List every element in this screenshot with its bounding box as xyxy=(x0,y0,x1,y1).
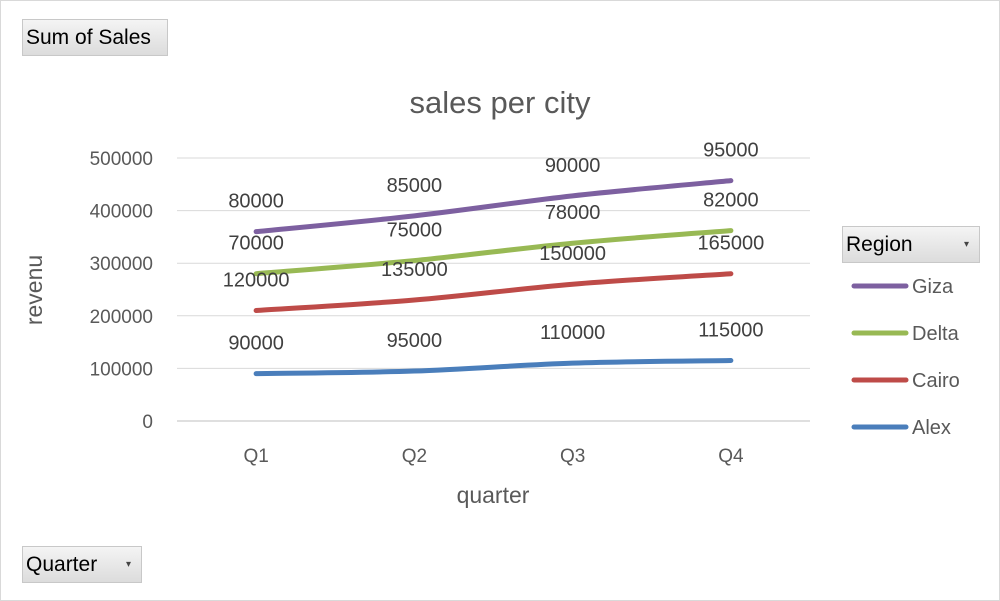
y-tick-label: 400000 xyxy=(90,202,153,223)
data-label: 70000 xyxy=(228,233,284,255)
data-label: 80000 xyxy=(228,191,284,213)
series-lines xyxy=(253,178,734,377)
chevron-down-icon[interactable]: ▾ xyxy=(125,559,131,570)
data-labels: 90000 95000 110000 115000 120000 135000 150000… xyxy=(223,140,765,355)
data-label: 82000 xyxy=(703,190,759,212)
data-label: 75000 xyxy=(387,220,443,242)
legend-entry-alex[interactable]: Alex xyxy=(851,417,951,439)
legend-entry-giza[interactable]: Giza xyxy=(851,276,954,298)
data-label: 90000 xyxy=(545,155,601,177)
chart-title: sales per city xyxy=(410,85,591,120)
x-axis-ticks: Q1 Q2 Q3 Q4 xyxy=(243,446,744,467)
x-axis-label: quarter xyxy=(457,482,530,508)
y-axis-ticks: 0 100000 200000 300000 400000 500000 xyxy=(90,149,153,433)
x-tick-label: Q2 xyxy=(402,446,427,467)
y-tick-label: 0 xyxy=(142,412,153,433)
data-label: 95000 xyxy=(387,330,443,352)
sum-of-sales-field-button[interactable]: Sum of Sales xyxy=(22,19,168,56)
series-line-giza xyxy=(253,178,734,235)
data-label: 110000 xyxy=(540,322,605,344)
data-label: 135000 xyxy=(381,259,448,281)
y-tick-label: 300000 xyxy=(90,254,153,275)
y-tick-label: 200000 xyxy=(90,307,153,328)
legend-label: Cairo xyxy=(912,370,960,392)
data-label: 95000 xyxy=(703,140,759,162)
x-tick-label: Q1 xyxy=(243,446,268,467)
region-field-button[interactable]: Region ▾ xyxy=(842,226,980,263)
series-line-cairo xyxy=(253,271,734,314)
legend-label: Alex xyxy=(912,417,951,439)
data-label: 85000 xyxy=(387,175,443,197)
y-tick-label: 500000 xyxy=(90,149,153,170)
quarter-field-button[interactable]: Quarter ▾ xyxy=(22,546,142,583)
y-tick-label: 100000 xyxy=(90,359,153,380)
series-line-delta xyxy=(253,228,734,277)
legend-label: Giza xyxy=(912,276,954,298)
series-line-alex xyxy=(253,358,734,377)
data-label: 115000 xyxy=(698,320,763,342)
data-label: 78000 xyxy=(545,202,601,224)
quarter-field-label: Quarter xyxy=(26,552,98,576)
data-label: 165000 xyxy=(698,233,765,255)
legend: Giza Delta Cairo Alex xyxy=(851,276,960,439)
x-tick-label: Q3 xyxy=(560,446,585,467)
legend-entry-cairo[interactable]: Cairo xyxy=(851,370,960,392)
chevron-down-icon[interactable]: ▾ xyxy=(963,239,969,250)
data-label: 150000 xyxy=(539,243,606,265)
data-label: 120000 xyxy=(223,270,290,292)
data-label: 90000 xyxy=(228,333,284,355)
sum-of-sales-label: Sum of Sales xyxy=(26,25,151,49)
x-tick-label: Q4 xyxy=(718,446,744,467)
y-axis-label: revenu xyxy=(21,255,47,325)
legend-label: Delta xyxy=(912,323,960,345)
region-field-label: Region xyxy=(846,232,913,256)
legend-entry-delta[interactable]: Delta xyxy=(851,323,960,345)
